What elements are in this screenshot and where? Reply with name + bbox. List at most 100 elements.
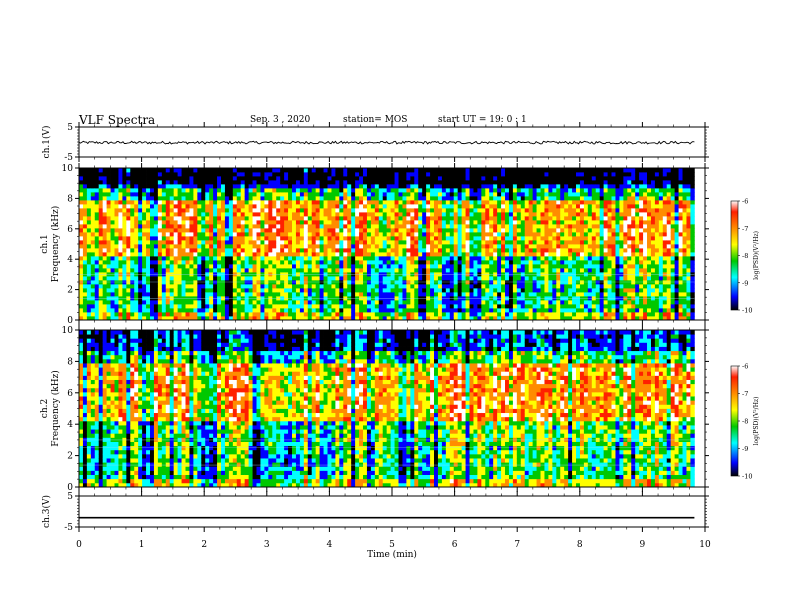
spectrogram-cell: [548, 288, 553, 293]
spectrogram-cell: [505, 196, 510, 201]
spectrogram-cell: [398, 316, 403, 321]
spectrogram-cell: [193, 244, 198, 249]
spectrogram-cell: [445, 240, 451, 245]
spectrogram-cell: [224, 172, 230, 177]
spectrogram-cell: [489, 304, 494, 309]
spectrogram-cell: [98, 172, 104, 177]
spectrogram-cell: [544, 296, 549, 301]
spectrogram-cell: [437, 260, 443, 265]
spectrogram-cell: [382, 216, 388, 221]
spectrogram-cell: [418, 176, 423, 181]
spectrogram-cell: [213, 192, 218, 197]
spectrogram-cell: [378, 260, 384, 265]
spectrogram-cell: [583, 252, 589, 257]
spectrogram-cell: [505, 260, 510, 265]
spectrogram-cell: [418, 220, 423, 225]
spectrogram-cell: [516, 216, 522, 221]
spectrogram-cell: [185, 212, 190, 217]
spectrogram-cell: [94, 308, 100, 313]
spectrogram-cell: [82, 240, 88, 245]
spectrogram-cell: [394, 184, 399, 189]
spectrogram-cell: [134, 180, 139, 185]
spectrogram-cell: [240, 228, 246, 233]
spectrogram-cell: [248, 200, 253, 205]
spectrogram-cell: [398, 188, 403, 193]
spectrogram-cell: [477, 212, 482, 217]
spectrogram-cell: [327, 184, 332, 189]
spectrogram-cell: [449, 176, 455, 181]
spectrogram-cell: [284, 236, 289, 241]
spectrogram-cell: [449, 244, 455, 249]
spectrogram-cell: [560, 224, 565, 229]
spectrogram-cell: [118, 308, 123, 313]
spectrogram-cell: [512, 168, 518, 173]
spectrogram-cell: [150, 216, 155, 221]
spectrogram-cell: [366, 316, 372, 321]
spectrogram-cell: [284, 212, 289, 217]
spectrogram-cell: [315, 180, 321, 185]
spectrogram-cell: [169, 268, 175, 273]
spectrogram-cell: [248, 252, 253, 257]
spectrogram-cell: [497, 300, 502, 305]
spectrogram-cell: [134, 168, 139, 173]
spectrogram-cell: [122, 220, 127, 225]
spectrogram-cell: [406, 316, 411, 321]
spectrogram-cell: [355, 244, 360, 249]
spectrogram-cell: [560, 276, 565, 281]
spectrogram-cell: [512, 172, 518, 177]
spectrogram-cell: [292, 312, 297, 317]
spectrogram-cell: [587, 188, 593, 193]
spectrogram-cell: [418, 212, 423, 217]
spectrogram-cell: [161, 244, 167, 249]
spectrogram-cell: [323, 288, 328, 293]
spectrogram-cell: [434, 220, 439, 225]
spectrogram-cell: [501, 260, 506, 265]
spectrogram-cell: [169, 200, 175, 205]
spectrogram-cell: [276, 172, 281, 177]
spectrogram-cell: [303, 180, 309, 185]
spectrogram-cell: [363, 176, 368, 181]
spectrogram-cell: [264, 288, 269, 293]
spectrogram-cell: [449, 180, 455, 185]
spectrogram-cell: [177, 208, 182, 213]
spectrogram-cell: [583, 316, 589, 321]
spectrogram-cell: [489, 216, 494, 221]
spectrogram-cell: [315, 244, 321, 249]
spectrogram-cell: [276, 224, 281, 229]
spectrogram-cell: [398, 200, 403, 205]
spectrogram-cell: [217, 172, 222, 177]
spectrogram-cell: [146, 228, 151, 233]
spectrogram-cell: [587, 168, 593, 173]
spectrogram-cell: [418, 248, 423, 253]
spectrogram-cell: [248, 244, 253, 249]
spectrogram-cell: [457, 184, 463, 189]
spectrogram-cell: [524, 172, 530, 177]
spectrogram-cell: [355, 220, 360, 225]
spectrogram-cell: [185, 248, 190, 253]
spectrogram-cell: [213, 248, 218, 253]
spectrogram-cell: [213, 172, 218, 177]
spectrogram-cell: [378, 184, 384, 189]
spectrogram-cell: [201, 228, 206, 233]
spectrogram-cell: [90, 260, 96, 265]
spectrogram-cell: [508, 268, 514, 273]
spectrogram-cell: [422, 204, 427, 209]
spectrogram-cell: [579, 168, 585, 173]
spectrogram-cell: [299, 312, 305, 317]
spectrogram-cell: [295, 172, 301, 177]
spectrogram-cell: [323, 220, 328, 225]
spectrogram-cell: [292, 316, 297, 321]
spectrogram-cell: [224, 276, 230, 281]
spectrogram-cell: [221, 276, 226, 281]
spectrogram-cell: [347, 236, 352, 241]
spectrogram-cell: [453, 260, 459, 265]
spectrogram-cell: [394, 308, 399, 313]
spectrogram-cell: [256, 300, 261, 305]
spectrogram-cell: [146, 168, 151, 173]
spectrogram-cell: [564, 196, 569, 201]
spectrogram-cell: [465, 264, 470, 269]
spectrogram-cell: [430, 192, 435, 197]
spectrogram-cell: [410, 212, 415, 217]
spectrogram-cell: [572, 232, 577, 237]
spectrogram-cell: [142, 296, 147, 301]
